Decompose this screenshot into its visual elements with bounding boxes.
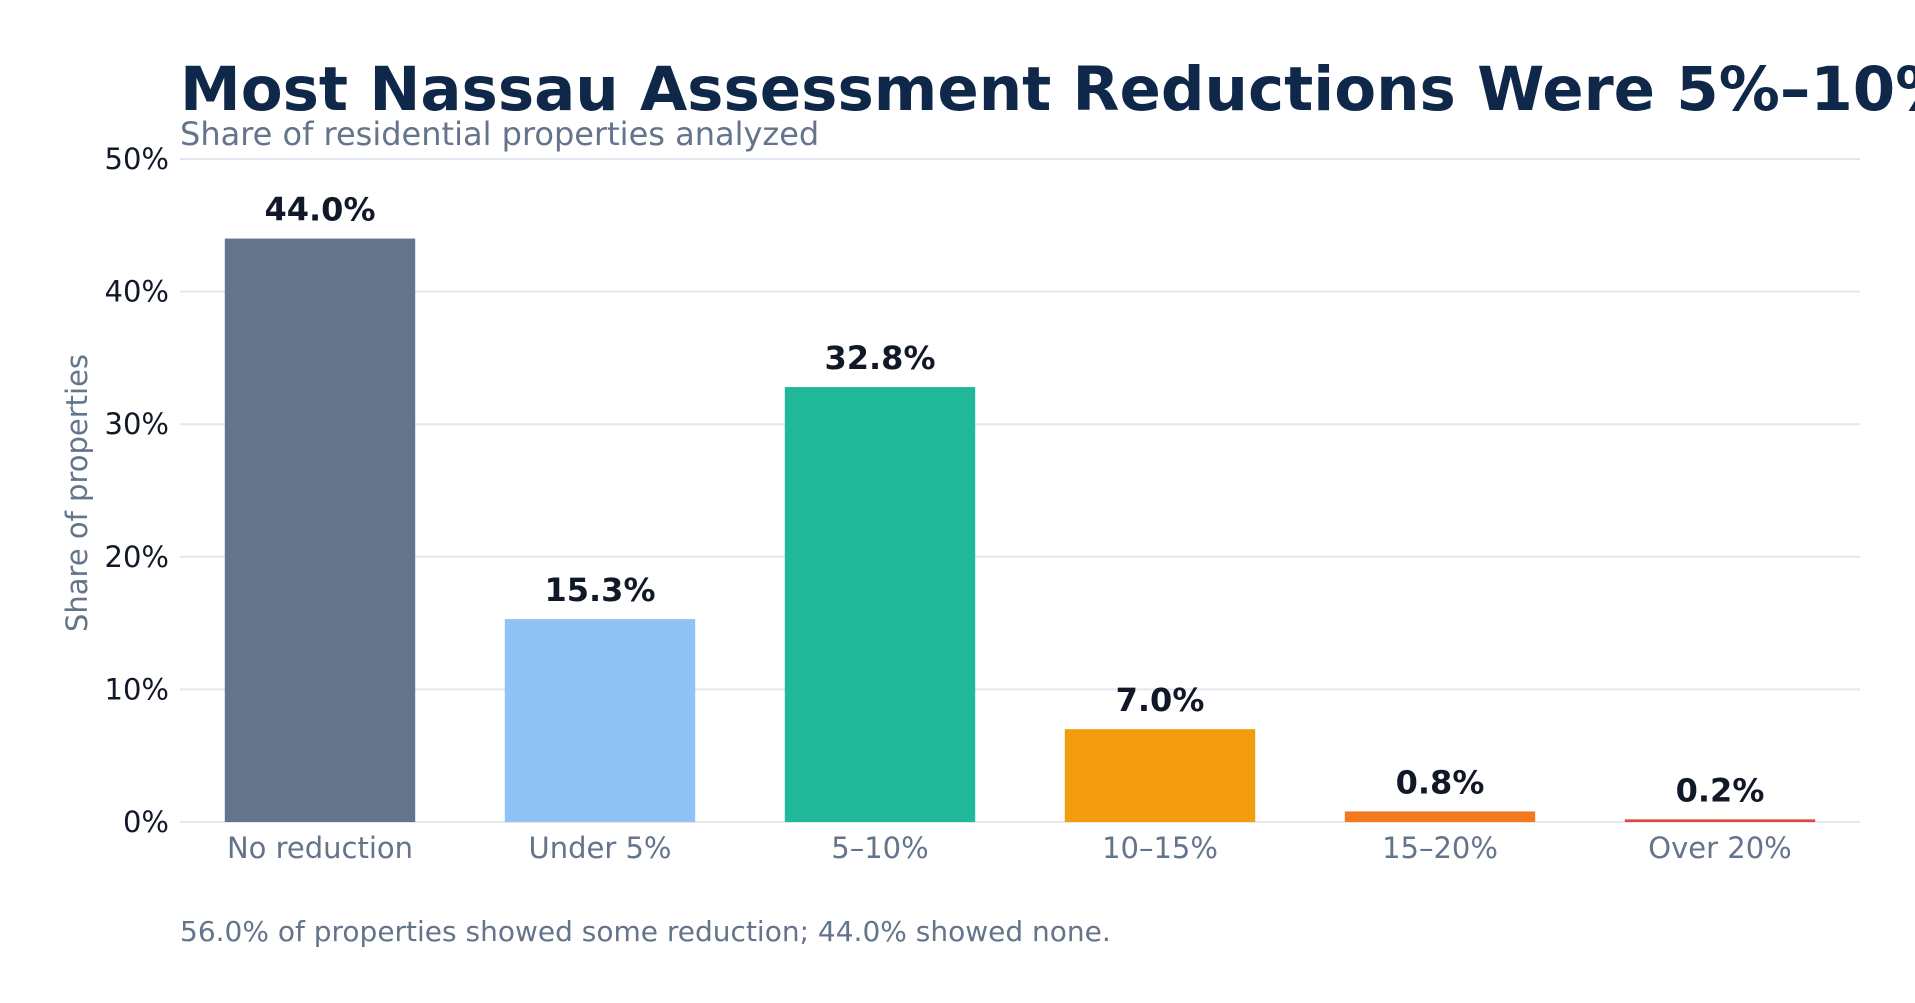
x-tick-label: No reduction xyxy=(227,831,413,865)
x-tick-label: 5–10% xyxy=(831,831,928,865)
chart-title: Most Nassau Assessment Reductions Were 5… xyxy=(180,54,1915,125)
chart-footnote: 56.0% of properties showed some reductio… xyxy=(180,915,1111,948)
bar-4 xyxy=(1344,811,1536,822)
y-tick-label: 50% xyxy=(105,142,169,176)
y-tick-label: 20% xyxy=(105,540,169,574)
x-tick-label: Over 20% xyxy=(1648,831,1791,865)
x-axis-ticks: No reduction Under 5% 5–10% 10–15% 15–20% Ove… xyxy=(227,831,1792,865)
y-axis-label: Share of properties xyxy=(60,354,94,632)
bar-2 xyxy=(784,387,976,822)
y-axis-ticks: 0% 10% 20% 30% 40% 50% xyxy=(105,142,169,839)
y-tick-label: 10% xyxy=(105,672,169,706)
y-tick-label: 30% xyxy=(105,407,169,441)
chart-subtitle: Share of residential properties analyzed xyxy=(180,115,819,153)
bar-1 xyxy=(504,619,696,822)
bar-3 xyxy=(1064,729,1256,822)
bars xyxy=(224,238,1816,822)
data-labels: 44.0% 15.3% 32.8% 7.0% 0.8% 0.2% xyxy=(264,191,1764,810)
bar-0 xyxy=(224,238,416,822)
data-label: 0.8% xyxy=(1396,763,1485,801)
gridlines xyxy=(180,158,1860,823)
x-tick-label: Under 5% xyxy=(528,831,671,865)
x-tick-label: 10–15% xyxy=(1102,831,1218,865)
data-label: 32.8% xyxy=(824,339,935,377)
data-label: 44.0% xyxy=(264,191,375,229)
y-tick-label: 0% xyxy=(123,805,169,839)
y-tick-label: 40% xyxy=(105,275,169,309)
data-label: 0.2% xyxy=(1676,771,1765,809)
bar-5 xyxy=(1624,819,1816,822)
data-label: 15.3% xyxy=(544,571,655,609)
x-tick-label: 15–20% xyxy=(1382,831,1498,865)
data-label: 7.0% xyxy=(1116,681,1205,719)
